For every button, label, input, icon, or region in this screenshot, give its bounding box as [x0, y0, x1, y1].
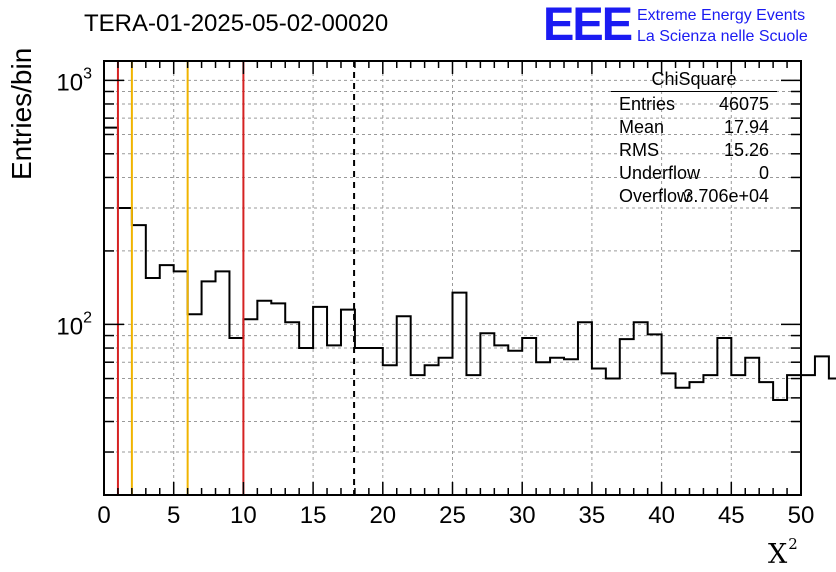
logo-line-1: Extreme Energy Events	[637, 7, 806, 24]
stats-key: RMS	[619, 140, 659, 160]
run-title: TERA-01-2025-05-02-00020	[84, 10, 389, 37]
eee-logo: EEE	[543, 0, 633, 50]
stats-row-entries: Entries 46075	[611, 92, 777, 115]
y-tick-mantissa: 10	[56, 69, 83, 96]
x-tick-label: 35	[579, 502, 606, 529]
stats-value: 0	[758, 163, 769, 183]
stats-key: Overflow	[619, 186, 691, 206]
y-tick-mantissa: 10	[56, 313, 83, 340]
stats-value: 46075	[718, 94, 769, 114]
y-tick-exponent: 3	[83, 65, 92, 82]
stats-key: Entries	[619, 94, 676, 114]
x-axis-label-base: X	[768, 539, 788, 570]
stats-key: Mean	[619, 117, 665, 137]
stats-value: 17.94	[723, 117, 769, 137]
x-axis-label: X2	[768, 535, 798, 570]
x-tick-label: 20	[369, 502, 396, 529]
logo-line-2: La Scienza nelle Scuole	[637, 28, 808, 45]
stats-title: ChiSquare	[611, 67, 777, 92]
y-tick-exponent: 2	[83, 309, 92, 326]
marker-lines	[116, 61, 356, 495]
y-axis-label: Entries/bin	[6, 47, 37, 180]
stats-value: 3.706e+04	[683, 186, 769, 206]
x-tick-label: 45	[718, 502, 745, 529]
x-tick-label: 30	[509, 502, 536, 529]
x-tick-label: 25	[439, 502, 466, 529]
x-tick-label: 50	[788, 502, 815, 529]
logo-mark: EEE	[543, 0, 633, 50]
x-tick-label: 10	[230, 502, 257, 529]
stats-row-mean: Mean 17.94	[611, 115, 777, 138]
x-tick-label: 0	[97, 502, 110, 529]
y-tick-label: 102	[56, 309, 92, 340]
stats-value: 15.26	[723, 140, 769, 160]
logo-text: Extreme Energy Events La Scienza nelle S…	[637, 5, 808, 47]
stats-row-underflow: Underflow 0	[611, 161, 777, 184]
x-tick-label: 40	[648, 502, 675, 529]
histogram-series	[104, 126, 836, 402]
x-tick-label: 5	[167, 502, 180, 529]
stats-row-overflow: Overflow 3.706e+04	[611, 184, 777, 207]
y-tick-label: 103	[56, 65, 92, 96]
stats-row-rms: RMS 15.26	[611, 138, 777, 161]
stats-box: ChiSquare Entries 46075 Mean 17.94 RMS 1…	[611, 67, 777, 207]
stats-key: Underflow	[619, 163, 701, 183]
histogram-line	[104, 126, 836, 402]
x-tick-label: 15	[300, 502, 327, 529]
x-axis-label-superscript: 2	[788, 535, 798, 553]
